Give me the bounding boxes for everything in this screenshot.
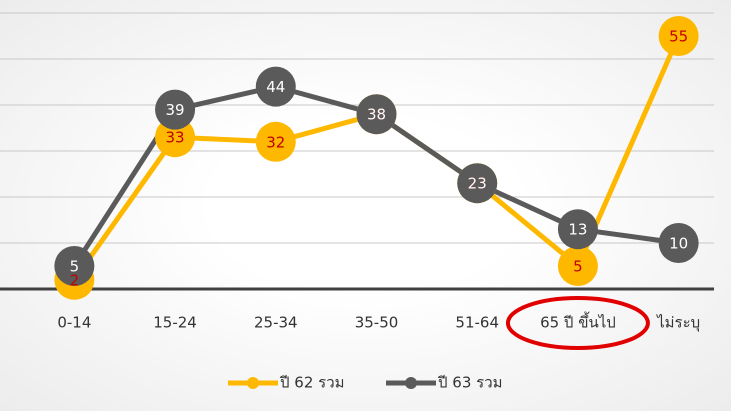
highlight-ellipse bbox=[505, 296, 650, 350]
x-tick-label: 65 ปี ขึ้นไป bbox=[540, 312, 616, 332]
data-label: 23 bbox=[468, 175, 487, 193]
data-label: 5 bbox=[70, 258, 80, 276]
data-point bbox=[457, 163, 498, 204]
data-label: 5 bbox=[573, 258, 583, 276]
x-tick-label: ไม่ระบุ bbox=[656, 314, 700, 333]
x-tick-label: 15-24 bbox=[153, 314, 197, 332]
data-label: 10 bbox=[669, 235, 688, 253]
x-tick-label: 0-14 bbox=[57, 314, 91, 332]
x-tick-label: 25-34 bbox=[254, 314, 298, 332]
data-point bbox=[356, 94, 397, 135]
data-label: 44 bbox=[266, 78, 285, 96]
data-point bbox=[155, 117, 196, 158]
data-label: 38 bbox=[367, 106, 386, 124]
legend-marker bbox=[247, 377, 259, 389]
data-label: 13 bbox=[568, 221, 587, 239]
data-label: 2 bbox=[70, 271, 80, 289]
data-label: 39 bbox=[166, 101, 185, 119]
data-label: 33 bbox=[166, 129, 185, 147]
x-tick-label: 51-64 bbox=[455, 314, 499, 332]
data-label: 23 bbox=[468, 175, 487, 193]
data-point bbox=[557, 246, 598, 286]
data-point bbox=[255, 66, 296, 107]
legend-label: ปี 62 รวม bbox=[279, 374, 344, 392]
x-tick-label: 35-50 bbox=[355, 314, 399, 332]
data-point bbox=[255, 121, 296, 162]
data-label: 32 bbox=[266, 133, 285, 151]
legend-label: ปี 63 รวม bbox=[437, 374, 502, 392]
data-point bbox=[54, 246, 95, 286]
data-point bbox=[658, 16, 699, 56]
data-point bbox=[658, 223, 699, 263]
legend-marker bbox=[405, 377, 417, 389]
data-point bbox=[155, 89, 196, 130]
data-label: 38 bbox=[367, 106, 386, 124]
data-label: 55 bbox=[669, 28, 688, 46]
data-point bbox=[557, 209, 598, 250]
